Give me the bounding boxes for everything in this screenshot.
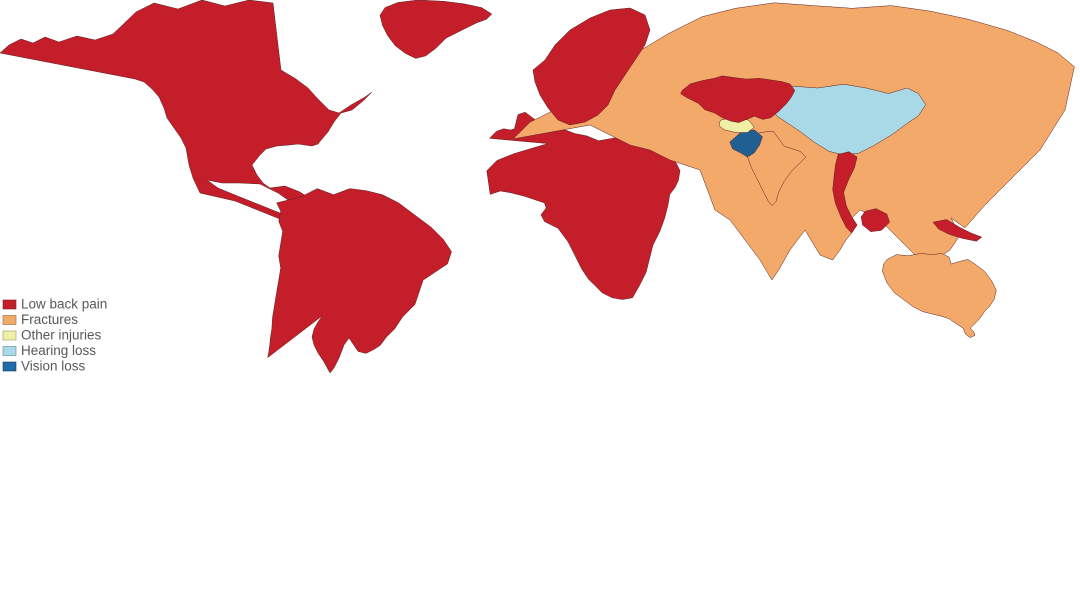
svg-text:Low back pain: Low back pain	[21, 297, 107, 312]
svg-text:Other injuries: Other injuries	[21, 328, 102, 343]
svg-text:Hearing loss: Hearing loss	[21, 343, 96, 358]
svg-text:Vision loss: Vision loss	[21, 359, 86, 374]
svg-text:Fractures: Fractures	[21, 312, 78, 327]
